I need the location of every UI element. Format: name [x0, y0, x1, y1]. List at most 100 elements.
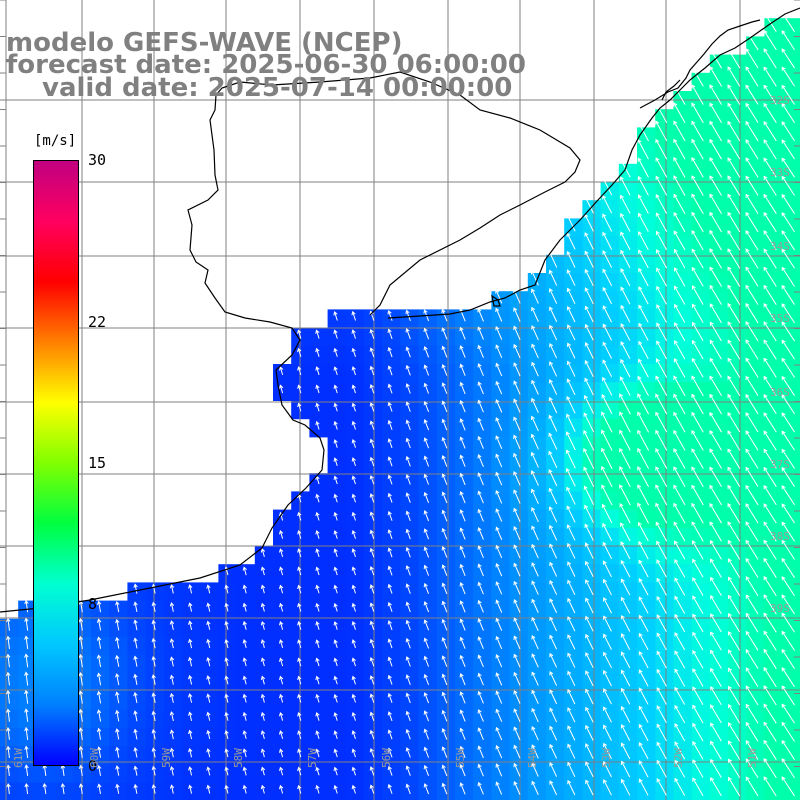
wind-arrow-head	[692, 686, 697, 691]
wind-arrow	[207, 694, 211, 703]
wind-arrow-head	[728, 776, 732, 782]
wind-arrow-head	[763, 757, 768, 763]
wind-arrow	[513, 435, 521, 450]
wind-arrow-head	[763, 139, 768, 144]
wind-arrow-head	[369, 729, 374, 735]
wind-arrow	[243, 712, 247, 721]
wind-arrow	[673, 430, 686, 451]
wind-arrow	[781, 503, 795, 524]
wind-arrow	[566, 450, 576, 469]
wind-arrow-head	[387, 583, 392, 589]
wind-arrow-head	[602, 359, 607, 364]
wind-arrow-head	[691, 411, 696, 417]
wind-arrow-head	[674, 668, 679, 673]
wind-arrow	[603, 615, 612, 632]
wind-arrow-head	[133, 728, 138, 734]
wind-arrow	[352, 621, 356, 630]
wind-arrow	[370, 639, 375, 649]
wind-arrow-head	[763, 339, 768, 344]
wind-arrow	[637, 376, 649, 396]
wind-arrow	[548, 433, 558, 450]
wind-arrow-head	[781, 430, 786, 435]
wind-arrow-head	[709, 484, 714, 490]
wind-arrow-head	[781, 30, 786, 35]
wind-arrow-head	[333, 530, 338, 535]
wind-arrow	[189, 621, 193, 630]
wind-arrow-head	[531, 306, 536, 312]
wind-arrow-head	[333, 366, 338, 371]
wind-arrow-head	[206, 602, 211, 607]
wind-arrow-head	[242, 566, 247, 571]
wind-arrow	[584, 269, 594, 287]
wind-arrow-head	[745, 484, 750, 490]
wind-arrow	[638, 213, 649, 232]
wind-arrow	[25, 727, 29, 740]
wind-arrow	[316, 421, 320, 430]
wind-arrow-head	[351, 784, 356, 790]
wind-arrow-head	[188, 747, 193, 753]
wind-arrow-head	[297, 366, 302, 371]
wind-arrow	[279, 512, 284, 521]
wind-arrow-head	[6, 727, 11, 732]
wind-arrow	[763, 467, 777, 487]
wind-arrow	[673, 375, 686, 397]
wind-arrow	[638, 633, 649, 651]
wind-arrow-head	[602, 669, 607, 675]
wind-arrow-head	[423, 655, 428, 661]
wind-arrow	[745, 776, 759, 797]
wind-arrow	[691, 230, 704, 251]
wind-arrow	[495, 345, 503, 359]
wind-arrow	[388, 639, 393, 649]
wind-arrow	[781, 121, 795, 142]
wind-arrow-head	[405, 309, 410, 315]
wind-arrow	[334, 512, 338, 521]
wind-arrow-head	[97, 764, 102, 770]
wind-arrow-head	[763, 448, 768, 453]
wind-arrow	[388, 584, 393, 594]
wind-arrow	[352, 403, 356, 412]
wind-arrow	[25, 765, 29, 777]
wind-arrow	[495, 563, 503, 577]
wind-arrow	[673, 157, 686, 178]
wind-arrow	[709, 358, 722, 378]
wind-arrow	[442, 327, 448, 340]
wind-arrow	[621, 743, 631, 760]
wind-arrow-head	[423, 473, 428, 479]
wind-arrow-head	[655, 393, 660, 398]
wind-arrow-head	[673, 156, 678, 162]
wind-arrow	[763, 121, 777, 142]
wind-arrow-head	[369, 766, 374, 771]
wind-arrow-head	[638, 304, 643, 309]
wind-arrow	[442, 364, 448, 376]
wind-arrow-head	[206, 784, 211, 790]
wind-arrow	[691, 503, 704, 524]
wind-arrow-head	[133, 673, 138, 679]
wind-arrow	[781, 467, 795, 487]
longitude-label: 56W	[380, 748, 393, 768]
wind-arrow	[316, 785, 320, 794]
wind-arrow-head	[6, 783, 11, 788]
wind-arrow-head	[387, 310, 392, 315]
wind-arrow-head	[549, 561, 554, 567]
wind-arrow-head	[387, 383, 392, 388]
wind-arrow-head	[387, 419, 392, 425]
wind-arrow	[424, 710, 430, 722]
wind-arrow	[763, 703, 777, 724]
wind-arrow-head	[584, 268, 589, 274]
wind-arrow	[243, 749, 247, 758]
wind-arrow	[352, 457, 356, 467]
wind-arrow	[406, 675, 411, 685]
wind-arrow-head	[637, 447, 642, 453]
wind-arrow-head	[387, 747, 392, 752]
wind-arrow	[745, 449, 759, 469]
wind-arrow	[7, 618, 10, 631]
wind-arrow	[638, 194, 649, 214]
wind-arrow-head	[691, 502, 696, 508]
wind-arrow	[763, 758, 777, 779]
wind-arrow	[388, 310, 393, 321]
wind-arrow	[549, 598, 558, 614]
wind-arrow	[316, 385, 320, 394]
wind-arrow	[406, 456, 411, 467]
wind-arrow	[79, 601, 83, 613]
wind-arrow	[279, 548, 284, 558]
